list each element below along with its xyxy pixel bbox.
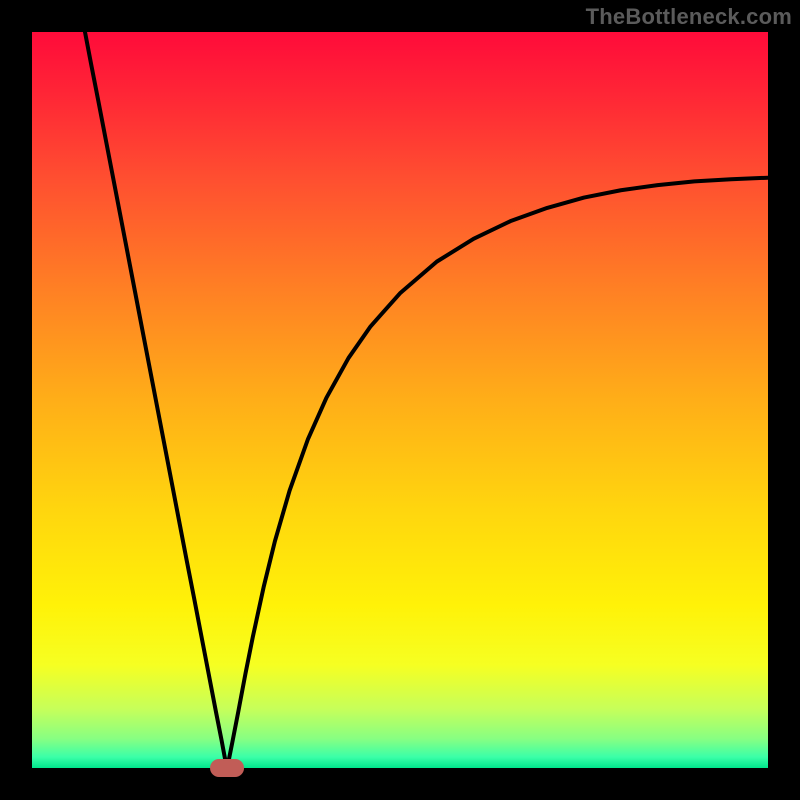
vertex-marker <box>210 759 244 777</box>
chart-svg <box>0 0 800 800</box>
chart-canvas: TheBottleneck.com <box>0 0 800 800</box>
watermark-text: TheBottleneck.com <box>586 4 792 30</box>
plot-background <box>32 32 768 768</box>
